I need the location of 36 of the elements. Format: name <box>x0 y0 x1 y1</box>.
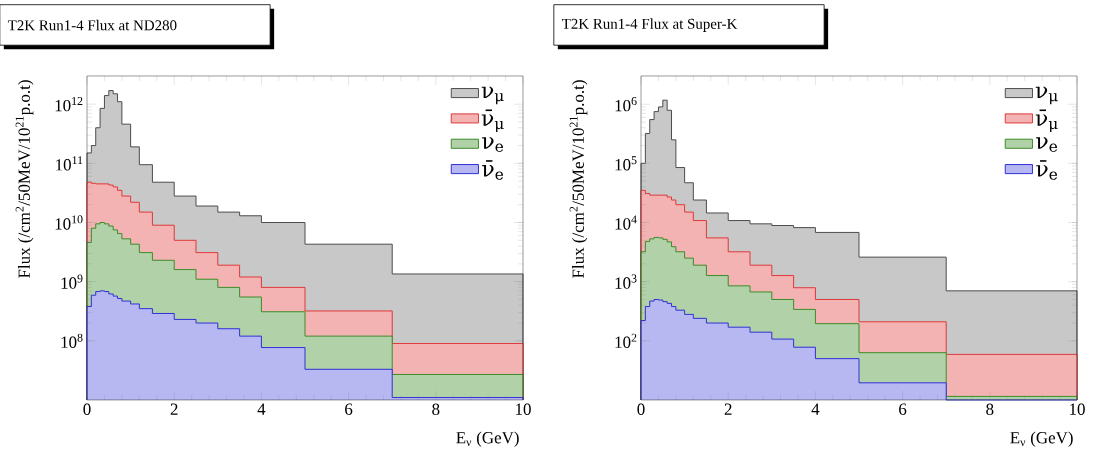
x-tick-label: 8 <box>986 403 994 415</box>
y-axis-title: Flux (/cm$^{2}$/50MeV/10$^{21}$p.o.t) <box>15 80 34 278</box>
x-tick-label: 0 <box>83 403 91 415</box>
x-axis-title: E$_{ν}$ (GeV) <box>456 431 519 447</box>
x-tick-label: 6 <box>899 403 907 415</box>
y-tick-label: 10$^{4}$ <box>615 215 637 230</box>
y-tick-label: 10$^{3}$ <box>615 274 637 289</box>
x-tick-label: 8 <box>432 403 440 415</box>
x-tick-label: 4 <box>811 403 820 415</box>
y-tick-label: 10$^{8}$ <box>61 333 83 348</box>
y-tick-label: 10$^{12}$ <box>55 97 83 112</box>
x-axis-title: E$_{ν}$ (GeV) <box>1010 431 1073 447</box>
x-tick-label: 2 <box>170 403 178 415</box>
y-tick-label: 10$^{10}$ <box>55 215 83 230</box>
y-tick-label: 10$^{11}$ <box>56 156 83 171</box>
legend-label: ν̄$_{μ}$ <box>481 109 504 133</box>
y-tick-label: 10$^{6}$ <box>615 97 637 112</box>
legend-label: ν̄$_{e}$ <box>482 160 504 180</box>
legend-label: ν$_{e}$ <box>1036 137 1058 153</box>
legend-label: ν$_{μ}$ <box>1035 86 1058 105</box>
chart-title: T2K Run1-4 Flux at Super-K <box>561 18 738 32</box>
legend-label: ν$_{e}$ <box>482 137 504 153</box>
legend-label: ν$_{μ}$ <box>481 86 504 105</box>
legend-label: ν̄$_{μ}$ <box>1035 109 1058 133</box>
y-tick-label: 10$^{2}$ <box>615 333 637 348</box>
legend-label: ν̄$_{e}$ <box>1036 160 1058 180</box>
y-axis-title: Flux (/cm$^{2}$/50MeV/10$^{21}$p.o.t) <box>569 80 588 278</box>
x-tick-label: 10 <box>516 403 531 415</box>
chart-title: T2K Run1-4 Flux at ND280 <box>7 19 177 31</box>
x-tick-label: 4 <box>257 403 266 415</box>
x-tick-label: 2 <box>724 403 732 415</box>
x-tick-label: 10 <box>1070 403 1085 415</box>
y-tick-label: 10$^{5}$ <box>615 156 637 171</box>
y-tick-label: 10$^{9}$ <box>61 274 83 289</box>
x-tick-label: 0 <box>637 403 645 415</box>
x-tick-label: 6 <box>345 403 353 415</box>
